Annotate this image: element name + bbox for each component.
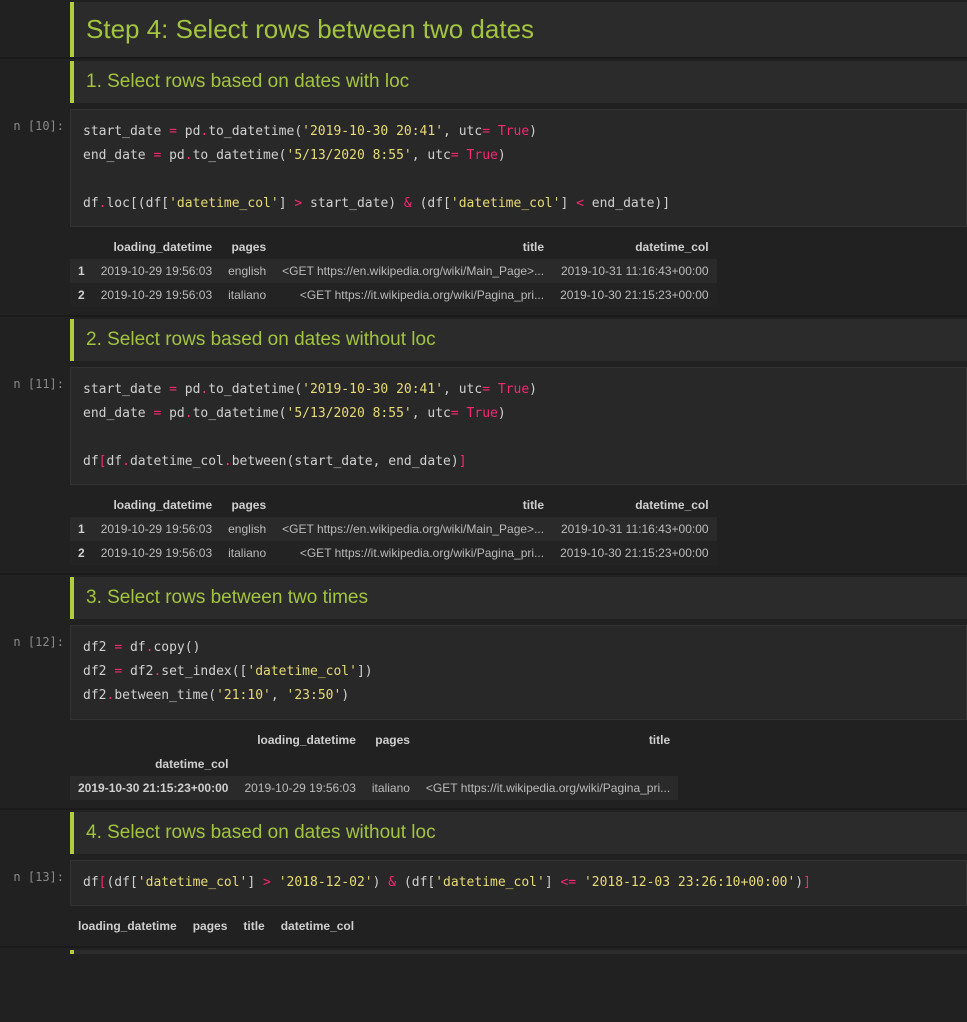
table-header-row: loading_datetime pages title	[70, 728, 678, 752]
code-10: start_date = pd.to_datetime('2019-10-30 …	[83, 120, 954, 216]
table-header-row: loading_datetime pages title datetime_co…	[70, 493, 717, 517]
in-prompt-10: n [10]:	[0, 109, 70, 227]
output-table-13: loading_datetime pages title datetime_co…	[70, 914, 362, 938]
table-row: 2 2019-10-29 19:56:03 italiano <GET http…	[70, 283, 717, 307]
section-1-heading: 1. Select rows based on dates with loc	[86, 65, 953, 99]
table-row: 1 2019-10-29 19:56:03 english <GET https…	[70, 259, 717, 283]
code-cell-10[interactable]: start_date = pd.to_datetime('2019-10-30 …	[70, 109, 967, 227]
code-cell-11[interactable]: start_date = pd.to_datetime('2019-10-30 …	[70, 367, 967, 485]
output-table-10: loading_datetime pages title datetime_co…	[70, 235, 717, 307]
output-table-11: loading_datetime pages title datetime_co…	[70, 493, 717, 565]
section-2-heading: 2. Select rows based on dates without lo…	[86, 323, 953, 357]
code-12: df2 = df.copy() df2 = df2.set_index(['da…	[83, 636, 954, 708]
code-13: df[(df['datetime_col'] > '2018-12-02') &…	[83, 871, 954, 895]
code-cell-13[interactable]: df[(df['datetime_col'] > '2018-12-02') &…	[70, 860, 967, 906]
table-row: 2019-10-30 21:15:23+00:00 2019-10-29 19:…	[70, 776, 678, 800]
code-11: start_date = pd.to_datetime('2019-10-30 …	[83, 378, 954, 474]
section-3-heading: 3. Select rows between two times	[86, 581, 953, 615]
table-header-row: loading_datetime pages title datetime_co…	[70, 914, 362, 938]
step-heading: Step 4: Select rows between two dates	[86, 6, 953, 53]
output-table-12: loading_datetime pages title datetime_co…	[70, 728, 678, 800]
in-prompt-11: n [11]:	[0, 367, 70, 485]
table-row: 1 2019-10-29 19:56:03 english <GET https…	[70, 517, 717, 541]
table-header-row: loading_datetime pages title datetime_co…	[70, 235, 717, 259]
table-row: 2 2019-10-29 19:56:03 italiano <GET http…	[70, 541, 717, 565]
in-prompt-13: n [13]:	[0, 860, 70, 906]
code-cell-12[interactable]: df2 = df.copy() df2 = df2.set_index(['da…	[70, 625, 967, 719]
table-index-name-row: datetime_col	[70, 752, 678, 776]
in-prompt-12: n [12]:	[0, 625, 70, 719]
section-4-heading: 4. Select rows based on dates without lo…	[86, 816, 953, 850]
next-cell-sliver	[70, 950, 967, 954]
